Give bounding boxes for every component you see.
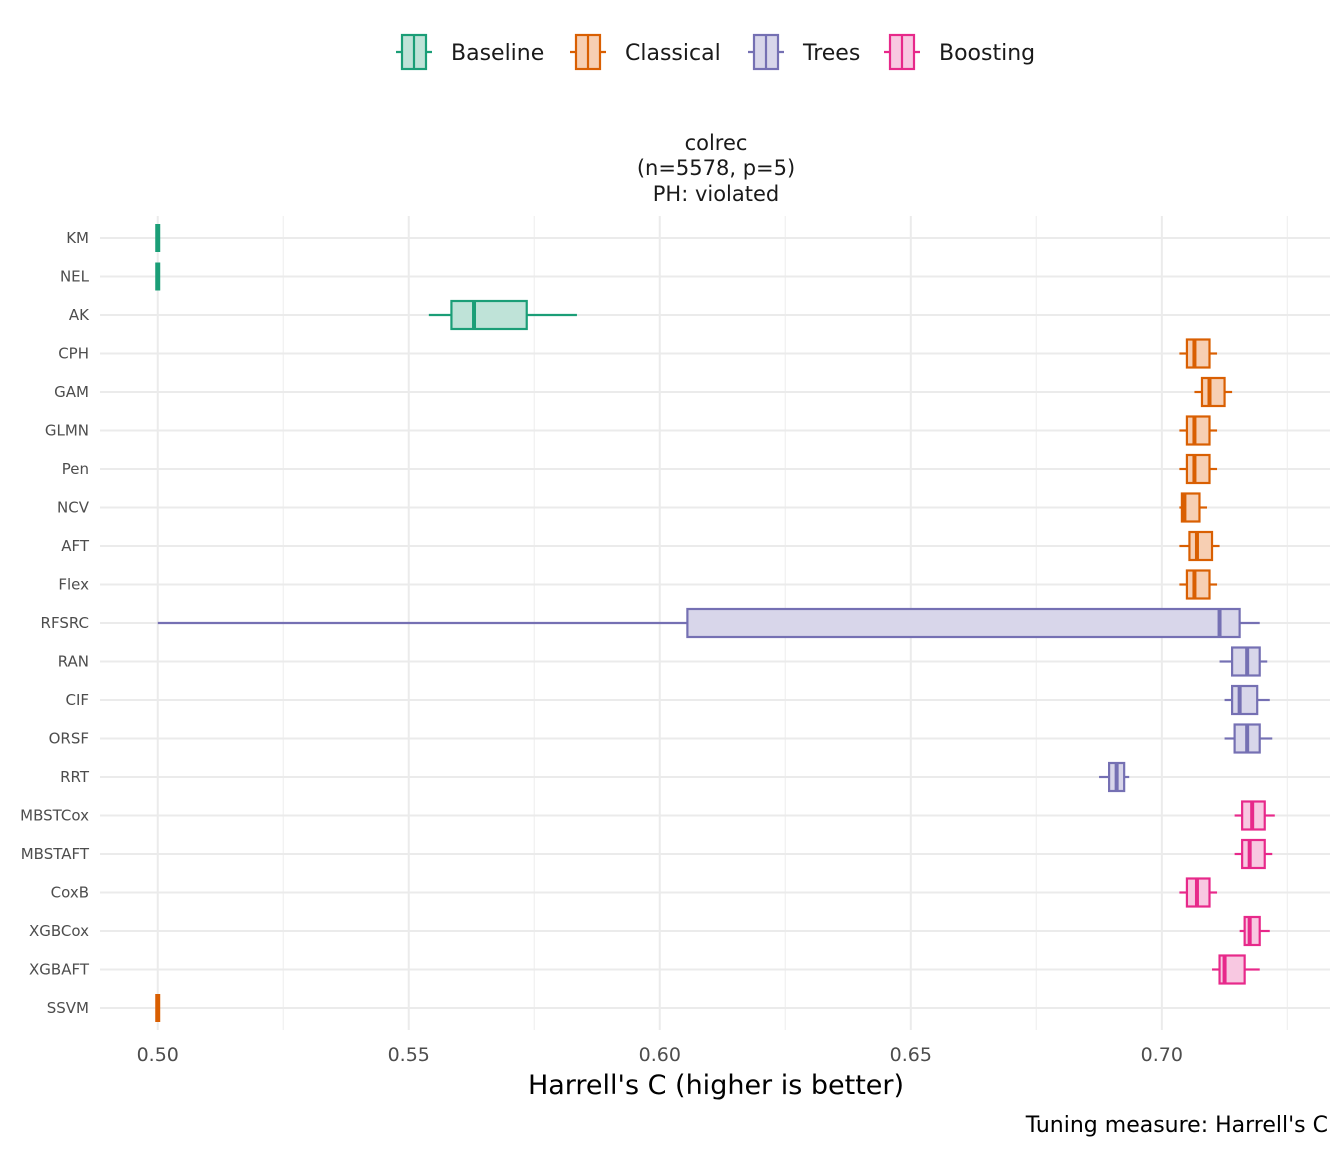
chart-title-line-3: PH: violated — [653, 182, 780, 206]
box-coxb — [1179, 877, 1218, 908]
legend-item-trees: Trees — [748, 33, 860, 71]
box-rrt — [1099, 761, 1130, 793]
chart-title-line-2: (n=5578, p=5) — [637, 156, 795, 180]
boxplots — [155, 224, 1275, 1022]
box-cph — [1179, 338, 1218, 369]
x-axis-title: Harrell's C (higher is better) — [528, 1070, 904, 1101]
box-iqr — [1231, 684, 1259, 716]
y-tick-label: MBSTCox — [20, 807, 89, 825]
x-tick-label: 0.70 — [1141, 1044, 1183, 1066]
legend-label: Classical — [625, 41, 721, 66]
y-tick-label: RRT — [60, 768, 90, 786]
box-iqr — [1188, 530, 1214, 562]
box-ncv — [1179, 492, 1207, 523]
x-tick-label: 0.55 — [388, 1044, 430, 1066]
chart-title-line-1: colrec — [685, 131, 748, 155]
y-tick-label: RFSRC — [41, 614, 89, 632]
y-tick-label: ORSF — [49, 730, 89, 748]
y-tick-label: NEL — [60, 268, 90, 286]
box-iqr — [1185, 338, 1211, 369]
y-tick-label: AK — [69, 306, 90, 324]
y-tick-label: GAM — [54, 383, 89, 401]
x-tick-label: 0.50 — [137, 1044, 179, 1066]
y-tick-label: NCV — [57, 499, 90, 517]
box-flex — [1179, 569, 1218, 600]
box-iqr — [450, 299, 528, 331]
box-cif — [1224, 684, 1270, 716]
x-axis-labels: 0.50 0.55 0.60 0.65 0.70 — [137, 1044, 1183, 1066]
chart-title: colrec (n=5578, p=5) PH: violated — [637, 131, 795, 206]
legend-item-boosting: Boosting — [884, 33, 1035, 71]
box-iqr — [1185, 415, 1211, 446]
box-iqr — [1243, 915, 1261, 947]
y-tick-label: MBSTAFT — [21, 845, 90, 863]
box-aft — [1179, 530, 1220, 562]
x-tick-label: 0.65 — [890, 1044, 932, 1066]
y-tick-label: CoxB — [51, 884, 89, 902]
box-iqr — [686, 607, 1241, 639]
box-xgbcox — [1239, 915, 1270, 947]
legend-label: Trees — [802, 41, 860, 66]
y-tick-label: GLMN — [45, 422, 89, 440]
y-tick-label: SSVM — [47, 999, 89, 1017]
legend: Baseline Classical Trees Boosting — [396, 33, 1035, 71]
y-tick-label: KM — [66, 229, 89, 247]
box-gam — [1194, 376, 1233, 408]
legend-item-classical: Classical — [570, 33, 721, 71]
y-tick-label: RAN — [58, 653, 89, 671]
legend-label: Boosting — [939, 41, 1035, 66]
y-tick-label: XGBAFT — [29, 961, 90, 979]
box-ran — [1219, 646, 1268, 677]
y-tick-label: Pen — [62, 460, 89, 478]
legend-item-baseline: Baseline — [396, 33, 544, 71]
y-tick-label: Flex — [58, 576, 89, 594]
box-iqr — [1241, 838, 1266, 870]
box-iqr — [1200, 376, 1226, 408]
x-tick-label: 0.60 — [639, 1044, 681, 1066]
y-tick-label: XGBCox — [29, 922, 89, 940]
caption: Tuning measure: Harrell's C — [1025, 1113, 1328, 1138]
box-mbstaft — [1234, 838, 1273, 870]
box-iqr — [1185, 453, 1211, 485]
y-tick-label: CPH — [58, 345, 89, 363]
box-iqr — [1185, 569, 1211, 600]
box-ak — [428, 299, 577, 331]
y-axis-labels: KM NEL AK CPH GAM GLMN Pen NCV AFT Flex RFSRC RAN CI… — [20, 229, 90, 1017]
box-pen — [1179, 453, 1218, 485]
box-xgbaft — [1212, 954, 1260, 985]
y-tick-label: CIF — [65, 691, 89, 709]
legend-label: Baseline — [451, 41, 544, 66]
box-mbstcox — [1234, 800, 1275, 831]
box-rfsrc — [157, 607, 1260, 639]
y-tick-label: AFT — [61, 537, 90, 555]
box-orsf — [1224, 723, 1273, 754]
box-glmn — [1179, 415, 1218, 446]
